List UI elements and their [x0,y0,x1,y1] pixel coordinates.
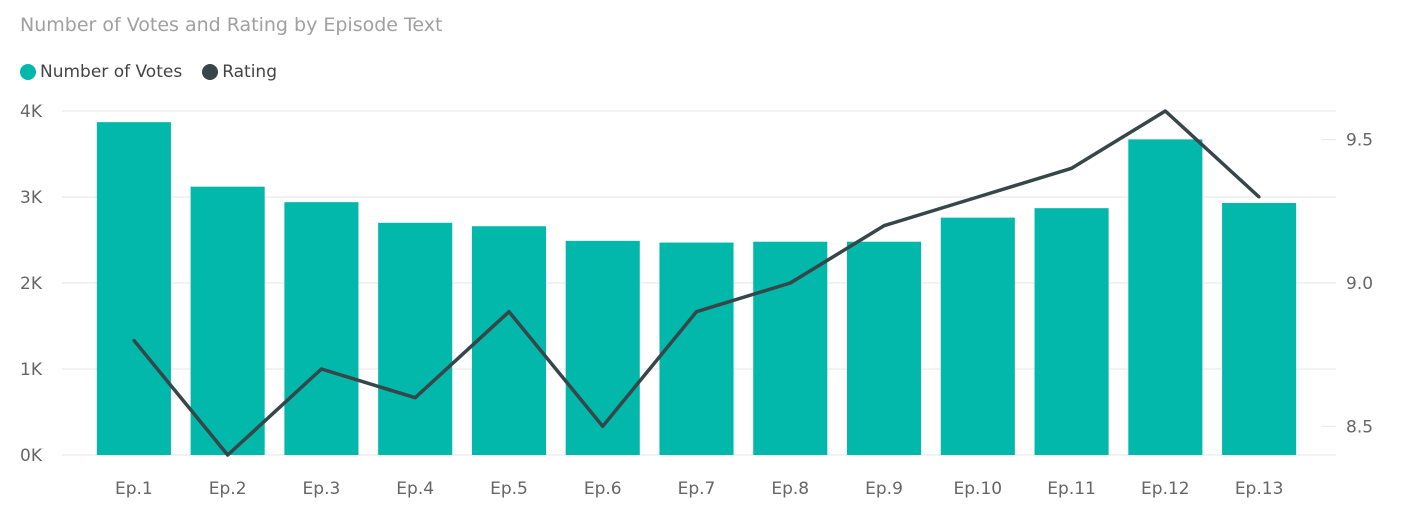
y-left-tick-label: 3K [20,188,43,208]
rating-point-ep10 [976,195,980,199]
legend-marker-rating [202,64,219,80]
bar-ep8 [753,241,828,455]
y-left-tick-label: 1K [20,360,43,380]
x-tick-label: Ep.12 [1141,479,1190,499]
bar-ep4 [378,222,453,455]
y-right-tick-label: 9.0 [1346,274,1373,294]
x-tick-label: Ep.13 [1235,479,1284,499]
bar-ep2 [190,186,265,455]
rating-point-ep6 [601,424,605,428]
y-left-tick-label: 0K [20,446,43,466]
rating-point-ep2 [226,453,230,457]
legend-label-votes: Number of Votes [40,62,183,82]
x-tick-label: Ep.3 [303,479,341,499]
rating-point-ep1 [132,338,136,342]
x-tick-label: Ep.4 [396,479,434,499]
rating-point-ep13 [1257,195,1261,199]
rating-point-ep5 [507,310,511,314]
bar-ep7 [659,242,734,455]
rating-point-ep7 [695,310,698,314]
bar-ep13 [1222,203,1297,455]
legend-label-rating: Rating [222,62,277,82]
y-right-tick-label: 8.5 [1346,417,1373,437]
legend-marker-votes [20,64,36,80]
x-tick-label: Ep.8 [771,479,809,499]
rating-point-ep11 [1070,166,1074,170]
bar-ep6 [565,240,640,455]
rating-point-ep12 [1163,109,1167,113]
bar-ep10 [940,217,1015,455]
x-tick-label: Ep.6 [584,479,622,499]
legend-item-rating[interactable]: Rating [202,62,277,82]
chart-title: Number of Votes and Rating by Episode Te… [20,14,443,36]
rating-point-ep9 [882,224,886,228]
bar-ep11 [1034,208,1109,455]
x-tick-label: Ep.11 [1047,479,1096,499]
bar-ep12 [1128,139,1203,455]
legend: Number of Votes Rating [20,62,297,82]
bar-ep9 [846,241,922,455]
x-tick-label: Ep.5 [490,479,528,499]
x-tick-label: Ep.10 [954,479,1003,499]
y-left-tick-label: 4K [20,102,43,122]
y-right-tick-label: 9.5 [1346,131,1373,151]
x-tick-label: Ep.7 [678,479,716,499]
bar-ep1 [96,122,171,456]
legend-item-votes[interactable]: Number of Votes [20,62,182,82]
rating-point-ep3 [319,367,323,371]
rating-point-ep8 [788,281,792,285]
x-tick-label: Ep.1 [115,479,153,499]
y-left-tick-label: 2K [20,274,43,294]
x-tick-label: Ep.2 [209,479,247,499]
x-tick-label: Ep.9 [865,479,903,499]
bar-ep3 [284,202,359,455]
rating-point-ep4 [413,396,417,400]
